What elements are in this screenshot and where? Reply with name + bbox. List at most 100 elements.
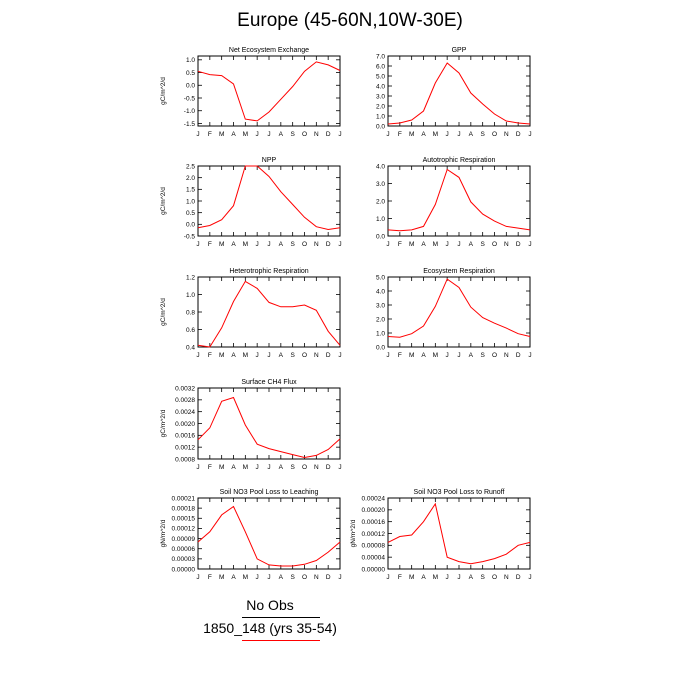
- x-tick-label: S: [480, 352, 485, 359]
- x-tick-label: J: [457, 241, 460, 248]
- series-line: [197, 280, 341, 348]
- x-tick-label: J: [457, 352, 460, 359]
- x-tick-label: F: [208, 352, 212, 359]
- y-tick-label: 3.0: [376, 181, 385, 188]
- x-tick-label: D: [326, 352, 331, 359]
- y-tick-label: -1.5: [184, 121, 196, 128]
- y-tick-label: 0.00000: [362, 566, 386, 573]
- x-tick-label: O: [302, 352, 307, 359]
- legend-label-obs: No Obs: [246, 597, 294, 613]
- y-tick-label: 1.0: [376, 113, 385, 120]
- series-line: [387, 278, 531, 338]
- y-axis-label: gC/m^2/d: [160, 298, 167, 326]
- x-tick-label: S: [290, 574, 295, 581]
- x-tick-label: O: [302, 241, 307, 248]
- x-tick-label: D: [326, 241, 331, 248]
- x-tick-label: A: [279, 464, 284, 471]
- x-tick-label: J: [446, 352, 449, 359]
- x-tick-label: D: [326, 464, 331, 471]
- x-tick-label: S: [290, 464, 295, 471]
- y-tick-label: 0.8: [186, 309, 195, 316]
- x-tick-label: N: [314, 464, 319, 471]
- series-line: [387, 168, 531, 232]
- x-tick-label: J: [386, 131, 389, 138]
- chart-panel: Ecosystem Respiration5.04.03.02.01.00.0J…: [376, 268, 532, 359]
- x-tick-label: A: [469, 241, 474, 248]
- series-line: [197, 505, 341, 567]
- y-tick-label: 0.00000: [172, 566, 196, 573]
- y-axis-label: gC/m^2/d: [160, 187, 167, 215]
- x-tick-label: J: [267, 352, 270, 359]
- x-tick-label: J: [256, 131, 259, 138]
- y-tick-label: 0.5: [186, 70, 195, 77]
- y-tick-label: 0.00016: [362, 519, 386, 526]
- x-tick-label: M: [243, 574, 248, 581]
- y-tick-label: 1.2: [186, 274, 195, 281]
- x-tick-label: D: [326, 131, 331, 138]
- x-tick-label: N: [504, 352, 509, 359]
- x-tick-label: J: [338, 241, 341, 248]
- series-line: [197, 165, 341, 231]
- x-tick-label: F: [398, 241, 402, 248]
- y-tick-label: 0.0012: [175, 444, 195, 451]
- x-tick-label: N: [314, 241, 319, 248]
- x-tick-label: A: [279, 352, 284, 359]
- x-tick-label: M: [219, 131, 224, 138]
- y-tick-label: 1.5: [186, 187, 195, 194]
- plot-frame: [387, 55, 531, 127]
- y-tick-label: 0.00018: [172, 505, 196, 512]
- x-tick-label: O: [302, 464, 307, 471]
- y-axis-label: gN/m^2/d: [160, 519, 167, 547]
- chart-panel: Surface CH4 Flux gC/m^2/d 0.0032 0.0028 0.00…: [160, 379, 342, 471]
- x-tick-label: J: [338, 574, 341, 581]
- x-tick-label: S: [480, 241, 485, 248]
- x-tick-label: J: [267, 464, 270, 471]
- x-tick-label: M: [243, 352, 248, 359]
- y-tick-label: 0.0028: [175, 397, 195, 404]
- x-tick-label: A: [421, 352, 426, 359]
- x-tick-label: J: [386, 241, 389, 248]
- panel-title: Ecosystem Respiration: [423, 268, 495, 275]
- x-tick-label: A: [231, 352, 236, 359]
- chart-panel: Net Ecosystem Exchange gC/m^2/d 1.0 0.5 0.0 -…: [160, 47, 342, 138]
- y-tick-label: 0.00015: [172, 516, 196, 523]
- y-tick-label: 0.00004: [362, 554, 386, 561]
- y-tick-label: 0.6: [186, 327, 195, 334]
- x-tick-label: F: [208, 574, 212, 581]
- x-tick-label: A: [231, 241, 236, 248]
- x-tick-label: M: [433, 574, 438, 581]
- x-tick-label: M: [409, 131, 414, 138]
- x-tick-label: D: [516, 574, 521, 581]
- x-tick-label: M: [243, 464, 248, 471]
- x-tick-label: J: [256, 352, 259, 359]
- series-line: [387, 62, 531, 125]
- y-axis-label: gC/m^2/d: [160, 77, 167, 105]
- x-tick-label: M: [433, 131, 438, 138]
- x-tick-label: O: [302, 131, 307, 138]
- y-tick-label: 0.00012: [362, 531, 386, 538]
- x-tick-label: N: [314, 352, 319, 359]
- y-tick-label: -0.5: [184, 95, 196, 102]
- y-tick-label: 0.00006: [172, 546, 196, 553]
- y-tick-label: 0.4: [186, 344, 195, 351]
- x-tick-label: S: [480, 131, 485, 138]
- x-tick-label: A: [421, 131, 426, 138]
- x-tick-label: A: [279, 131, 284, 138]
- x-tick-label: N: [504, 241, 509, 248]
- x-tick-label: F: [398, 574, 402, 581]
- x-tick-label: J: [256, 464, 259, 471]
- x-tick-label: F: [398, 352, 402, 359]
- x-tick-label: F: [208, 241, 212, 248]
- series-line: [387, 502, 531, 565]
- panel-title: Soil NO3 Pool Loss to Leaching: [220, 489, 319, 496]
- y-tick-label: 4.0: [376, 288, 385, 295]
- x-tick-label: J: [267, 131, 270, 138]
- x-tick-label: A: [231, 131, 236, 138]
- x-tick-label: J: [256, 241, 259, 248]
- y-tick-label: 1.0: [376, 330, 385, 337]
- x-tick-label: N: [314, 574, 319, 581]
- series-line: [197, 61, 341, 122]
